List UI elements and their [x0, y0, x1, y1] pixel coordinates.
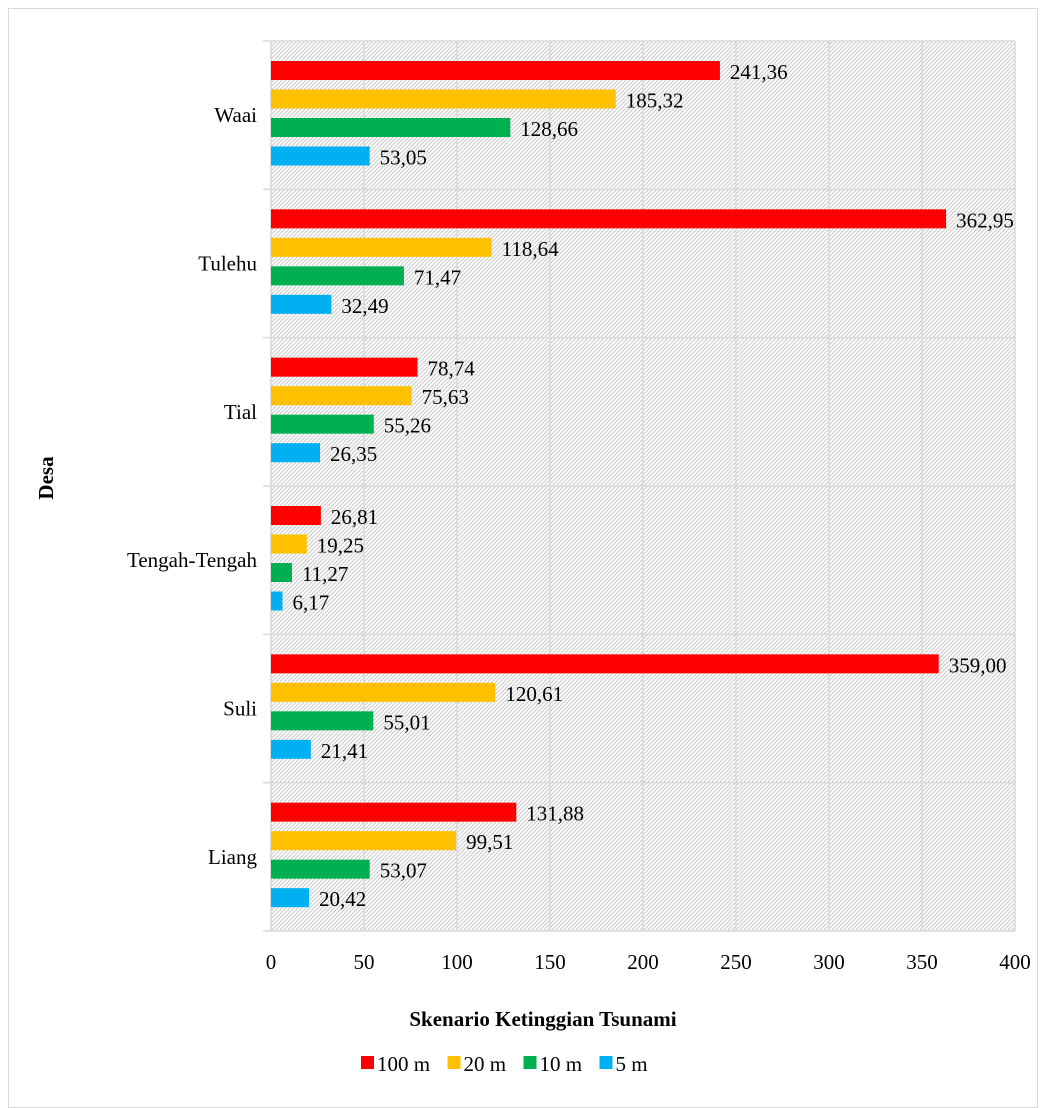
bar [271, 414, 374, 434]
data-label: 55,26 [384, 414, 431, 438]
chart-frame: 241,36 185,32 128,66 53,05 362,95 118,64 71,47… [8, 8, 1038, 1108]
bar [271, 591, 283, 611]
x-tick-label: 350 [906, 950, 938, 974]
data-label: 11,27 [302, 562, 348, 586]
legend-label: 20 m [464, 1052, 507, 1076]
category-label: Tulehu [198, 252, 257, 276]
data-label: 78,74 [427, 357, 475, 381]
data-label: 32,49 [341, 294, 388, 318]
bar [271, 89, 616, 109]
data-label: 53,07 [380, 859, 427, 883]
bar [271, 61, 720, 80]
legend-label: 100 m [377, 1052, 430, 1076]
data-label: 359,00 [949, 653, 1007, 677]
bar [271, 266, 404, 286]
x-tick-label: 300 [813, 950, 845, 974]
bar [271, 506, 321, 525]
data-label: 26,81 [331, 505, 378, 529]
bar [271, 534, 307, 554]
data-label: 53,05 [380, 146, 427, 170]
bar [271, 739, 311, 759]
bar [271, 802, 517, 822]
data-label: 55,01 [383, 710, 430, 734]
bar [271, 209, 947, 229]
data-label: 128,66 [520, 117, 578, 141]
x-tick-label: 150 [534, 950, 566, 974]
category-label: Suli [223, 697, 257, 721]
data-label: 241,36 [730, 60, 788, 84]
x-tick-label: 50 [354, 950, 375, 974]
bar [271, 118, 511, 137]
legend-label: 10 m [540, 1052, 583, 1076]
data-label: 75,63 [422, 385, 469, 409]
x-tick-label: 0 [266, 950, 277, 974]
data-label: 118,64 [502, 237, 559, 261]
bar [271, 682, 496, 702]
category-label: Waai [214, 103, 257, 127]
bar [271, 654, 939, 674]
bar [271, 563, 292, 582]
legend-swatch [523, 1056, 537, 1069]
bar [271, 888, 309, 908]
data-label: 19,25 [317, 534, 364, 558]
bar [271, 386, 412, 406]
bar [271, 831, 457, 851]
legend-swatch [361, 1056, 374, 1069]
data-label: 120,61 [505, 682, 563, 706]
category-label: Liang [208, 845, 257, 869]
data-label: 26,35 [330, 442, 377, 466]
bar-chart: 241,36 185,32 128,66 53,05 362,95 118,64 71,47… [34, 40, 1031, 1076]
x-axis-title: Skenario Ketinggian Tsunami [409, 1007, 676, 1031]
x-tick-label: 200 [627, 950, 659, 974]
y-axis-title: Desa [34, 456, 58, 500]
data-label: 362,95 [956, 208, 1014, 232]
bar [271, 237, 492, 257]
data-label: 99,51 [466, 830, 513, 854]
data-label: 21,41 [321, 739, 368, 763]
data-label: 6,17 [292, 591, 329, 615]
x-tick-label: 250 [720, 950, 752, 974]
category-label: Tial [224, 400, 257, 424]
legend-swatch [599, 1056, 613, 1069]
category-label: Tengah-Tengah [127, 548, 257, 572]
data-label: 20,42 [319, 887, 366, 911]
x-tick-label: 400 [999, 950, 1031, 974]
bar [271, 294, 332, 314]
bar [271, 146, 370, 166]
legend-label: 5 m [616, 1052, 648, 1076]
bar [271, 859, 370, 879]
data-label: 185,32 [626, 89, 684, 113]
bar [271, 357, 418, 377]
bar [271, 711, 374, 731]
bar [271, 443, 321, 463]
legend-swatch [447, 1056, 461, 1069]
data-label: 131,88 [526, 802, 584, 826]
data-label: 71,47 [414, 265, 461, 289]
x-tick-label: 100 [441, 950, 473, 974]
